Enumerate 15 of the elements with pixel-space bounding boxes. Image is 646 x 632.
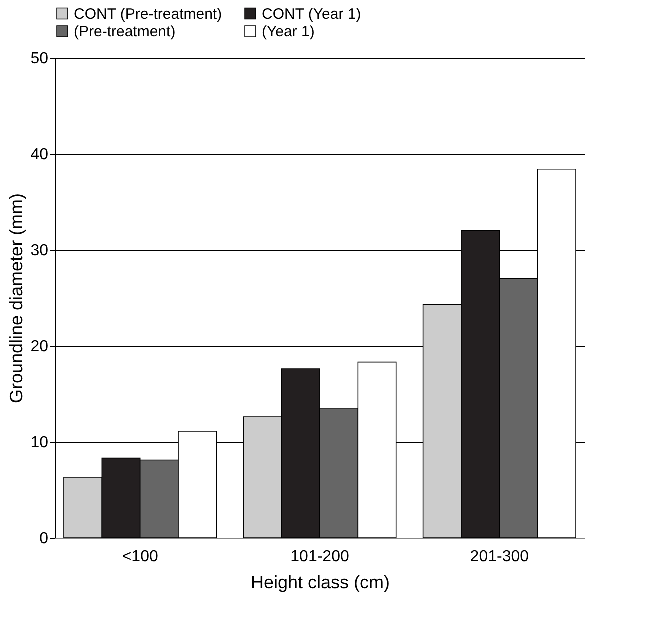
- legend-label: (Year 1): [262, 24, 315, 40]
- legend-label: CONT (Pre-treatment): [74, 6, 222, 23]
- y-tick-label: 50: [30, 50, 49, 68]
- y-tick-label: 20: [30, 338, 49, 356]
- x-axis-title: Height class (cm): [250, 572, 390, 592]
- x-tick-label: 101-200: [290, 548, 350, 566]
- y-tick-label: 0: [40, 530, 49, 548]
- y-tick-label: 10: [30, 434, 49, 452]
- legend-label: (Pre-treatment): [74, 24, 176, 40]
- y-tick-label: 40: [30, 146, 49, 164]
- y-tick-label: 30: [30, 242, 49, 260]
- x-tick-label: 201-300: [470, 548, 530, 566]
- legend-label: CONT (Year 1): [262, 6, 362, 23]
- x-tick-label: <100: [122, 548, 158, 566]
- y-axis-title: Groundline diameter (mm): [6, 193, 27, 404]
